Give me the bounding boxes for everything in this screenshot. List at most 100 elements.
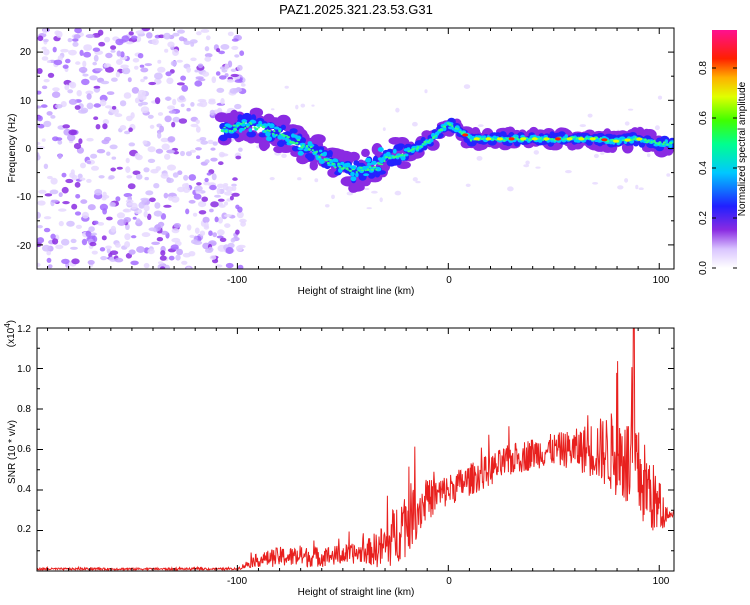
noise-blob xyxy=(204,159,210,164)
ridge-hot-spot xyxy=(578,137,585,141)
snr-panel: -100 0 100 1.2 1.0 0.8 0.6 0.4 0.2 (x104… xyxy=(3,320,675,598)
noise-blob xyxy=(110,49,116,53)
noise-blob xyxy=(43,163,49,169)
ridge-blob xyxy=(331,162,335,165)
ridge-blob xyxy=(444,125,446,129)
ridge-blob xyxy=(335,159,339,163)
noise-blob xyxy=(93,220,99,225)
noise-blob xyxy=(204,177,209,183)
ridge-blob xyxy=(326,162,330,165)
spectrogram-ticks xyxy=(37,27,674,270)
noise-blob xyxy=(101,139,110,145)
noise-blob xyxy=(191,239,198,245)
noise-blob xyxy=(158,34,165,39)
noise-blob xyxy=(89,75,98,81)
noise-blob xyxy=(579,124,586,128)
noise-blob xyxy=(160,137,169,143)
ridge-blob xyxy=(347,169,350,171)
noise-blob xyxy=(181,84,189,92)
bottom-y-tick: 1.0 xyxy=(17,364,31,375)
noise-blob xyxy=(175,254,181,261)
noise-blob xyxy=(186,66,191,73)
ridge-blob xyxy=(350,171,355,177)
ridge-blob xyxy=(328,158,332,161)
noise-blob xyxy=(209,255,217,260)
noise-blob xyxy=(41,56,49,61)
noise-blob xyxy=(53,59,63,66)
ridge-blob xyxy=(280,124,286,130)
ridge-hot-spot xyxy=(497,137,503,141)
noise-blob xyxy=(172,98,177,106)
colorbar-ticks xyxy=(712,67,737,269)
noise-blob xyxy=(47,264,53,269)
noise-blob xyxy=(314,178,319,183)
noise-blob xyxy=(127,183,136,190)
ridge-blob xyxy=(242,121,245,124)
noise-blob xyxy=(186,266,191,269)
noise-blob xyxy=(166,177,174,184)
noise-blob xyxy=(190,57,197,62)
noise-blob xyxy=(638,187,644,190)
noise-blob xyxy=(154,97,161,105)
noise-blob xyxy=(212,141,218,146)
noise-blob xyxy=(477,124,484,127)
ridge-blob xyxy=(239,127,245,131)
noise-blob xyxy=(136,246,145,253)
noise-blob xyxy=(196,182,202,186)
noise-blob xyxy=(167,41,175,48)
ridge-blob xyxy=(261,125,265,129)
ridge-blob xyxy=(357,169,361,172)
noise-blob xyxy=(42,28,48,35)
noise-blob xyxy=(50,233,56,240)
noise-blob xyxy=(297,177,302,181)
colorbar-tick: 0.4 xyxy=(698,161,709,175)
ridge-blob xyxy=(421,143,425,146)
ridge-blob xyxy=(268,129,271,132)
noise-blob xyxy=(231,185,237,191)
noise-blob xyxy=(188,199,196,204)
ridge-blob xyxy=(364,169,367,172)
ridge-blob xyxy=(313,151,317,154)
noise-blob xyxy=(164,48,169,53)
noise-blob xyxy=(97,222,105,226)
noise-blob xyxy=(135,30,145,35)
noise-blob xyxy=(37,211,41,219)
noise-blob xyxy=(190,102,195,107)
bottom-x-tick: 100 xyxy=(653,576,670,587)
ridge-blob xyxy=(355,172,359,178)
noise-blob xyxy=(62,64,69,69)
ridge-blob xyxy=(233,128,238,131)
ridge-blob xyxy=(371,143,383,156)
top-y-label: Frequency (Hz) xyxy=(7,114,18,183)
noise-blob xyxy=(37,90,42,95)
noise-blob xyxy=(154,72,163,80)
noise-blob xyxy=(63,128,71,136)
noise-blob xyxy=(37,225,43,229)
noise-blob xyxy=(75,194,81,199)
ridge-blob xyxy=(502,139,506,142)
ridge-blob xyxy=(403,154,406,157)
noise-blob xyxy=(225,262,234,269)
noise-blob xyxy=(131,235,137,239)
noise-blob xyxy=(105,105,112,109)
noise-blob xyxy=(114,257,124,263)
noise-blob xyxy=(208,230,213,236)
noise-blob xyxy=(331,194,335,199)
top-x-tick: -100 xyxy=(227,275,247,286)
colorbar-tick: 0.8 xyxy=(698,61,709,75)
noise-blob xyxy=(93,85,101,89)
noise-blob xyxy=(214,194,221,198)
noise-blob xyxy=(628,108,634,111)
noise-blob xyxy=(86,178,92,183)
noise-blob xyxy=(143,210,148,218)
noise-blob xyxy=(52,46,57,53)
noise-blob xyxy=(654,125,660,131)
noise-blob xyxy=(197,98,207,103)
noise-blob xyxy=(116,166,123,170)
ridge-blob xyxy=(250,123,253,125)
noise-blob xyxy=(465,183,471,187)
noise-blob xyxy=(92,47,101,52)
noise-blob xyxy=(166,149,176,154)
top-y-tick: 10 xyxy=(20,96,32,107)
noise-blob xyxy=(203,181,210,186)
